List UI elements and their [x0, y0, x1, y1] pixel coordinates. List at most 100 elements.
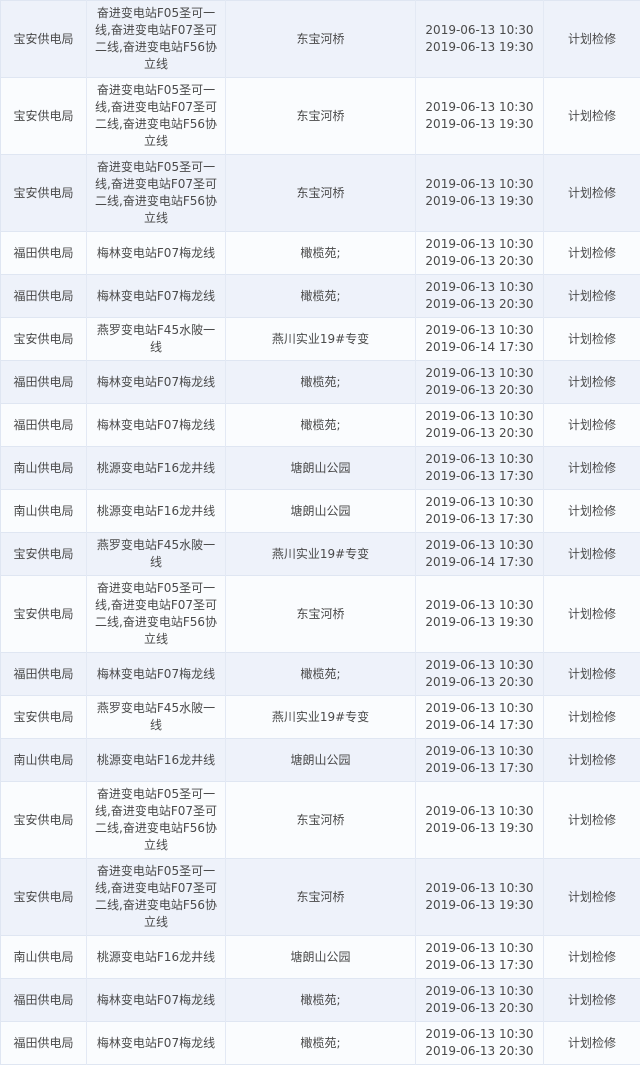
time-end: 2019-06-14 17:30 — [422, 339, 537, 356]
cell-line: 桃源变电站F16龙井线 — [87, 739, 226, 782]
cell-bureau: 南山供电局 — [1, 490, 87, 533]
time-end: 2019-06-14 17:30 — [422, 554, 537, 571]
time-start: 2019-06-13 10:30 — [422, 597, 537, 614]
cell-bureau: 南山供电局 — [1, 936, 87, 979]
time-end: 2019-06-13 17:30 — [422, 511, 537, 528]
cell-line: 梅林变电站F07梅龙线 — [87, 275, 226, 318]
cell-line: 燕罗变电站F45水陂一线 — [87, 533, 226, 576]
time-end: 2019-06-13 19:30 — [422, 39, 537, 56]
cell-type: 计划检修 — [544, 155, 640, 232]
cell-type: 计划检修 — [544, 490, 640, 533]
cell-bureau: 宝安供电局 — [1, 155, 87, 232]
cell-bureau: 福田供电局 — [1, 404, 87, 447]
table-row[interactable]: 宝安供电局奋进变电站F05圣可一线,奋进变电站F07圣可二线,奋进变电站F56协… — [1, 782, 640, 859]
cell-type: 计划检修 — [544, 739, 640, 782]
time-end: 2019-06-13 19:30 — [422, 193, 537, 210]
cell-area: 东宝河桥 — [226, 78, 416, 155]
cell-type: 计划检修 — [544, 859, 640, 936]
cell-line: 奋进变电站F05圣可一线,奋进变电站F07圣可二线,奋进变电站F56协立线 — [87, 576, 226, 653]
time-start: 2019-06-13 10:30 — [422, 322, 537, 339]
time-end: 2019-06-13 20:30 — [422, 296, 537, 313]
time-end: 2019-06-13 17:30 — [422, 760, 537, 777]
table-row[interactable]: 宝安供电局燕罗变电站F45水陂一线燕川实业19#专变 2019-06-13 10:… — [1, 696, 640, 739]
cell-type: 计划检修 — [544, 78, 640, 155]
cell-bureau: 南山供电局 — [1, 739, 87, 782]
time-start: 2019-06-13 10:30 — [422, 236, 537, 253]
cell-area: 东宝河桥 — [226, 782, 416, 859]
cell-line: 燕罗变电站F45水陂一线 — [87, 696, 226, 739]
cell-line: 桃源变电站F16龙井线 — [87, 447, 226, 490]
cell-bureau: 福田供电局 — [1, 232, 87, 275]
time-start: 2019-06-13 10:30 — [422, 22, 537, 39]
cell-area: 橄榄苑; — [226, 404, 416, 447]
cell-area: 塘朗山公园 — [226, 739, 416, 782]
cell-bureau: 福田供电局 — [1, 653, 87, 696]
cell-bureau: 宝安供电局 — [1, 696, 87, 739]
cell-area: 橄榄苑; — [226, 275, 416, 318]
cell-type: 计划检修 — [544, 936, 640, 979]
cell-area: 东宝河桥 — [226, 576, 416, 653]
cell-area: 塘朗山公园 — [226, 447, 416, 490]
cell-type: 计划检修 — [544, 696, 640, 739]
cell-bureau: 福田供电局 — [1, 1022, 87, 1065]
cell-area: 塘朗山公园 — [226, 490, 416, 533]
cell-area: 燕川实业19#专变 — [226, 696, 416, 739]
cell-line: 桃源变电站F16龙井线 — [87, 936, 226, 979]
time-start: 2019-06-13 10:30 — [422, 700, 537, 717]
cell-area: 橄榄苑; — [226, 232, 416, 275]
table-row[interactable]: 宝安供电局奋进变电站F05圣可一线,奋进变电站F07圣可二线,奋进变电站F56协… — [1, 859, 640, 936]
cell-type: 计划检修 — [544, 232, 640, 275]
table-row[interactable]: 宝安供电局奋进变电站F05圣可一线,奋进变电站F07圣可二线,奋进变电站F56协… — [1, 1, 640, 78]
time-start: 2019-06-13 10:30 — [422, 940, 537, 957]
cell-type: 计划检修 — [544, 361, 640, 404]
table-row[interactable]: 宝安供电局奋进变电站F05圣可一线,奋进变电站F07圣可二线,奋进变电站F56协… — [1, 155, 640, 232]
cell-bureau: 南山供电局 — [1, 447, 87, 490]
cell-area: 橄榄苑; — [226, 653, 416, 696]
time-start: 2019-06-13 10:30 — [422, 803, 537, 820]
cell-bureau: 福田供电局 — [1, 275, 87, 318]
table-row[interactable]: 宝安供电局奋进变电站F05圣可一线,奋进变电站F07圣可二线,奋进变电站F56协… — [1, 78, 640, 155]
time-start: 2019-06-13 10:30 — [422, 983, 537, 1000]
time-start: 2019-06-13 10:30 — [422, 657, 537, 674]
time-start: 2019-06-13 10:30 — [422, 537, 537, 554]
cell-area: 东宝河桥 — [226, 155, 416, 232]
time-end: 2019-06-13 19:30 — [422, 897, 537, 914]
cell-area: 东宝河桥 — [226, 1, 416, 78]
cell-line: 梅林变电站F07梅龙线 — [87, 653, 226, 696]
cell-type: 计划检修 — [544, 447, 640, 490]
time-start: 2019-06-13 10:30 — [422, 451, 537, 468]
cell-area: 燕川实业19#专变 — [226, 533, 416, 576]
cell-type: 计划检修 — [544, 275, 640, 318]
cell-line: 奋进变电站F05圣可一线,奋进变电站F07圣可二线,奋进变电站F56协立线 — [87, 78, 226, 155]
cell-bureau: 宝安供电局 — [1, 78, 87, 155]
time-end: 2019-06-13 20:30 — [422, 382, 537, 399]
table-row[interactable]: 宝安供电局奋进变电站F05圣可一线,奋进变电站F07圣可二线,奋进变电站F56协… — [1, 576, 640, 653]
cell-line: 奋进变电站F05圣可一线,奋进变电站F07圣可二线,奋进变电站F56协立线 — [87, 155, 226, 232]
cell-type: 计划检修 — [544, 404, 640, 447]
